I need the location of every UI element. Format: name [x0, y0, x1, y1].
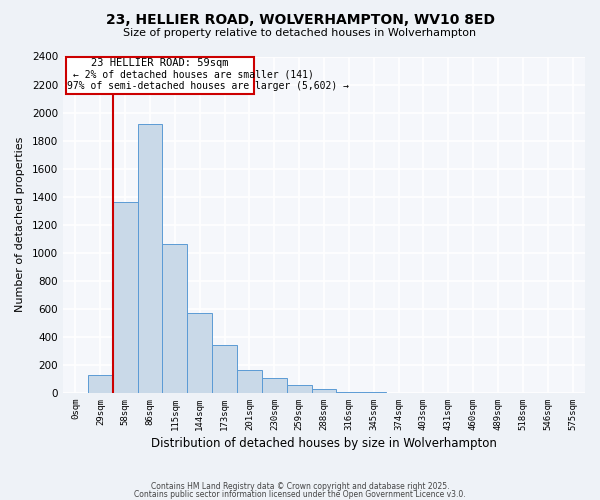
X-axis label: Distribution of detached houses by size in Wolverhampton: Distribution of detached houses by size …	[151, 437, 497, 450]
Bar	[212, 346, 237, 393]
Bar	[337, 392, 361, 393]
Y-axis label: Number of detached properties: Number of detached properties	[15, 137, 25, 312]
Text: Size of property relative to detached houses in Wolverhampton: Size of property relative to detached ho…	[124, 28, 476, 38]
Text: 23 HELLIER ROAD: 59sqm: 23 HELLIER ROAD: 59sqm	[91, 58, 229, 68]
Bar	[163, 244, 187, 393]
FancyBboxPatch shape	[65, 56, 254, 94]
Bar	[311, 388, 337, 393]
Bar	[237, 370, 262, 393]
Text: 97% of semi-detached houses are larger (5,602) →: 97% of semi-detached houses are larger (…	[67, 81, 349, 91]
Bar	[262, 378, 287, 393]
Text: 23, HELLIER ROAD, WOLVERHAMPTON, WV10 8ED: 23, HELLIER ROAD, WOLVERHAMPTON, WV10 8E…	[106, 12, 494, 26]
Bar	[287, 384, 311, 393]
Text: ← 2% of detached houses are smaller (141): ← 2% of detached houses are smaller (141…	[73, 70, 314, 80]
Bar	[137, 124, 163, 393]
Bar	[88, 374, 113, 393]
Bar	[113, 202, 137, 393]
Bar	[361, 392, 386, 393]
Text: Contains public sector information licensed under the Open Government Licence v3: Contains public sector information licen…	[134, 490, 466, 499]
Bar	[187, 313, 212, 393]
Text: Contains HM Land Registry data © Crown copyright and database right 2025.: Contains HM Land Registry data © Crown c…	[151, 482, 449, 491]
